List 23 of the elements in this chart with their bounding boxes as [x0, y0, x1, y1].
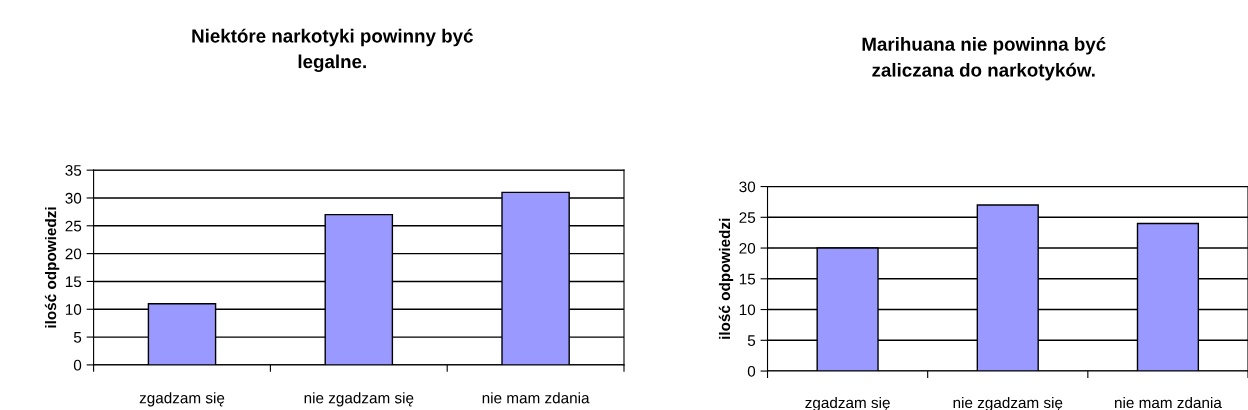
- y-axis-title: ilość odpowiedzi: [44, 207, 60, 328]
- y-tick-label: 20: [739, 242, 756, 254]
- y-tick-label: 20: [65, 248, 82, 260]
- y-tick-label: 30: [65, 192, 82, 204]
- x-tick-label: nie mam zdania: [1115, 396, 1222, 409]
- x-tick-label: nie mam zdania: [482, 392, 590, 404]
- y-tick-label: 15: [739, 273, 756, 285]
- y-tick-label: 10: [65, 304, 82, 315]
- chart-title: Marihuana nie powinna być zaliczana do narkotyków.: [862, 36, 1106, 81]
- x-tick-label: nie zgadzam się: [304, 392, 414, 407]
- y-tick-label: 5: [73, 332, 82, 343]
- y-tick-label: 25: [739, 212, 756, 223]
- x-tick-label: zgadzam się: [139, 392, 225, 407]
- y-tick-label: 30: [739, 181, 756, 193]
- y-tick-label: 10: [739, 304, 756, 316]
- y-tick-label: 35: [65, 165, 82, 176]
- y-tick-label: 25: [65, 220, 82, 232]
- y-tick-label: 15: [65, 276, 82, 288]
- y-tick-label: 5: [747, 335, 756, 346]
- y-axis-title: ilość odpowiedzi: [718, 218, 734, 339]
- chart-title: Niektóre narkotyki powinny być legalne.: [192, 28, 473, 73]
- y-tick-label: 0: [73, 359, 82, 371]
- y-tick-label: 0: [747, 365, 756, 377]
